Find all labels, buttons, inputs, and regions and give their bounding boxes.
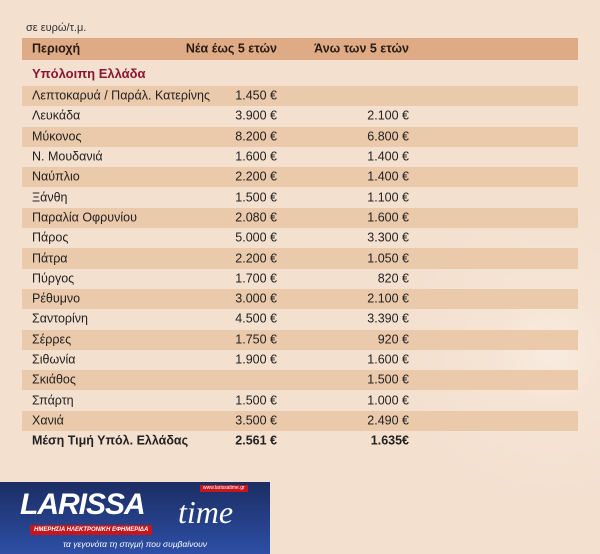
table-row: Σέρρες 1.750 € 920 € — [22, 329, 578, 350]
header-new: Νέα έως 5 ετών — [185, 41, 277, 56]
new-price-cell: 1.600 € — [235, 149, 277, 164]
old-price-cell: 1.400 € — [367, 149, 409, 164]
old-price-cell: 3.300 € — [367, 230, 409, 245]
logo-name: LARISSA — [20, 488, 146, 521]
region-cell: Σιθωνία — [32, 352, 76, 367]
region-cell: Σέρρες — [32, 332, 72, 347]
table-row: Ναύπλιο 2.200 € 1.400 € — [22, 167, 578, 188]
table-row: Σαντορίνη 4.500 € 3.390 € — [22, 309, 578, 329]
old-price-cell: 1.000 € — [367, 393, 409, 408]
old-price-cell: 1.050 € — [367, 251, 409, 266]
region-cell: Σκιάθος — [32, 372, 76, 387]
table-row: Σκιάθος 1.500 € — [22, 370, 578, 391]
region-cell: Μέση Τιμή Υπόλ. Ελλάδας — [32, 433, 189, 448]
old-price-cell: 1.600 € — [367, 352, 409, 367]
table-row: Πύργος 1.700 € 820 € — [22, 269, 578, 289]
table-row: Ξάνθη 1.500 € 1.100 € — [22, 187, 578, 207]
new-price-cell: 5.000 € — [235, 230, 277, 245]
region-cell: Μύκονος — [32, 129, 82, 144]
header-region: Περιοχή — [32, 41, 81, 56]
old-price-cell: 1.635€ — [370, 433, 409, 448]
unit-label: σε ευρώ/τ.μ. — [26, 22, 87, 34]
new-price-cell: 4.500 € — [235, 311, 277, 326]
total-row: Μέση Τιμή Υπόλ. Ελλάδας 2.561 € 1.635€ — [22, 431, 578, 451]
logo-site: www.larissatime.gr — [200, 485, 248, 492]
region-cell: Ν. Μουδανιά — [32, 149, 103, 164]
new-price-cell: 3.000 € — [235, 291, 277, 306]
table-row: Παραλία Οφρυνίου 2.080 € 1.600 € — [22, 207, 578, 229]
region-cell: Ναύπλιο — [32, 169, 80, 184]
new-price-cell: 1.700 € — [235, 271, 277, 286]
new-price-cell: 2.200 € — [235, 251, 277, 266]
region-cell: Πύργος — [32, 271, 75, 286]
table-row: Ρέθυμνο 3.000 € 2.100 € — [22, 288, 578, 310]
old-price-cell: 1.400 € — [367, 169, 409, 184]
header-old: Άνω των 5 ετών — [314, 41, 409, 56]
old-price-cell: 1.100 € — [367, 190, 409, 205]
new-price-cell: 1.900 € — [235, 352, 277, 367]
new-price-cell: 1.450 € — [235, 88, 277, 103]
section-title: Υπόλοιπη Ελλάδα — [32, 66, 146, 81]
region-cell: Ρέθυμνο — [32, 291, 81, 306]
region-cell: Χανιά — [32, 413, 64, 428]
new-price-cell: 1.500 € — [235, 393, 277, 408]
table-row: Πάρος 5.000 € 3.300 € — [22, 228, 578, 248]
region-cell: Λευκάδα — [32, 108, 81, 123]
table-row: Σιθωνία 1.900 € 1.600 € — [22, 350, 578, 370]
table-row: Ν. Μουδανιά 1.600 € 1.400 € — [22, 147, 578, 167]
new-price-cell: 1.750 € — [235, 332, 277, 347]
old-price-cell: 2.100 € — [367, 291, 409, 306]
new-price-cell: 2.200 € — [235, 169, 277, 184]
old-price-cell: 1.500 € — [367, 372, 409, 387]
larissatime-logo: www.larissatime.gr LARISSA time ΗΜΕΡΗΣΙΑ… — [0, 482, 270, 554]
old-price-cell: 1.600 € — [367, 210, 409, 225]
price-table: Λεπτοκαρυά / Παράλ. Κατερίνης 1.450 € Λευκ… — [22, 86, 578, 451]
table-header: Περιοχή Νέα έως 5 ετών Άνω των 5 ετών — [22, 38, 578, 60]
old-price-cell: 2.490 € — [367, 413, 409, 428]
new-price-cell: 2.561 € — [235, 433, 277, 448]
table-row: Σπάρτη 1.500 € 1.000 € — [22, 390, 578, 410]
new-price-cell: 8.200 € — [235, 129, 277, 144]
region-cell: Σπάρτη — [32, 393, 74, 408]
logo-subtitle: ΗΜΕΡΗΣΙΑ ΗΛΕΚΤΡΟΝΙΚΗ ΕΦΗΜΕΡΙΔΑ — [30, 525, 153, 535]
table-row: Λεπτοκαρυά / Παράλ. Κατερίνης 1.450 € — [22, 86, 578, 107]
logo-tagline: τα γεγονότα τη στιγμή που συμβαίνουν — [62, 539, 207, 549]
old-price-cell: 3.390 € — [367, 311, 409, 326]
region-cell: Πάρος — [32, 230, 69, 245]
old-price-cell: 2.100 € — [367, 108, 409, 123]
old-price-cell: 6.800 € — [367, 129, 409, 144]
table-row: Χανιά 3.500 € 2.490 € — [22, 410, 578, 432]
region-cell: Σαντορίνη — [32, 311, 89, 326]
logo-time: time — [178, 494, 234, 530]
old-price-cell: 920 € — [377, 332, 409, 347]
table-row: Λευκάδα 3.900 € 2.100 € — [22, 106, 578, 126]
new-price-cell: 2.080 € — [235, 210, 277, 225]
region-cell: Παραλία Οφρυνίου — [32, 210, 137, 225]
new-price-cell: 3.500 € — [235, 413, 277, 428]
region-cell: Ξάνθη — [32, 190, 68, 205]
new-price-cell: 1.500 € — [235, 190, 277, 205]
region-cell: Λεπτοκαρυά / Παράλ. Κατερίνης — [32, 88, 210, 103]
table-row: Μύκονος 8.200 € 6.800 € — [22, 126, 578, 147]
new-price-cell: 3.900 € — [235, 108, 277, 123]
region-cell: Πάτρα — [32, 251, 68, 266]
table-row: Πάτρα 2.200 € 1.050 € — [22, 248, 578, 269]
old-price-cell: 820 € — [377, 271, 409, 286]
